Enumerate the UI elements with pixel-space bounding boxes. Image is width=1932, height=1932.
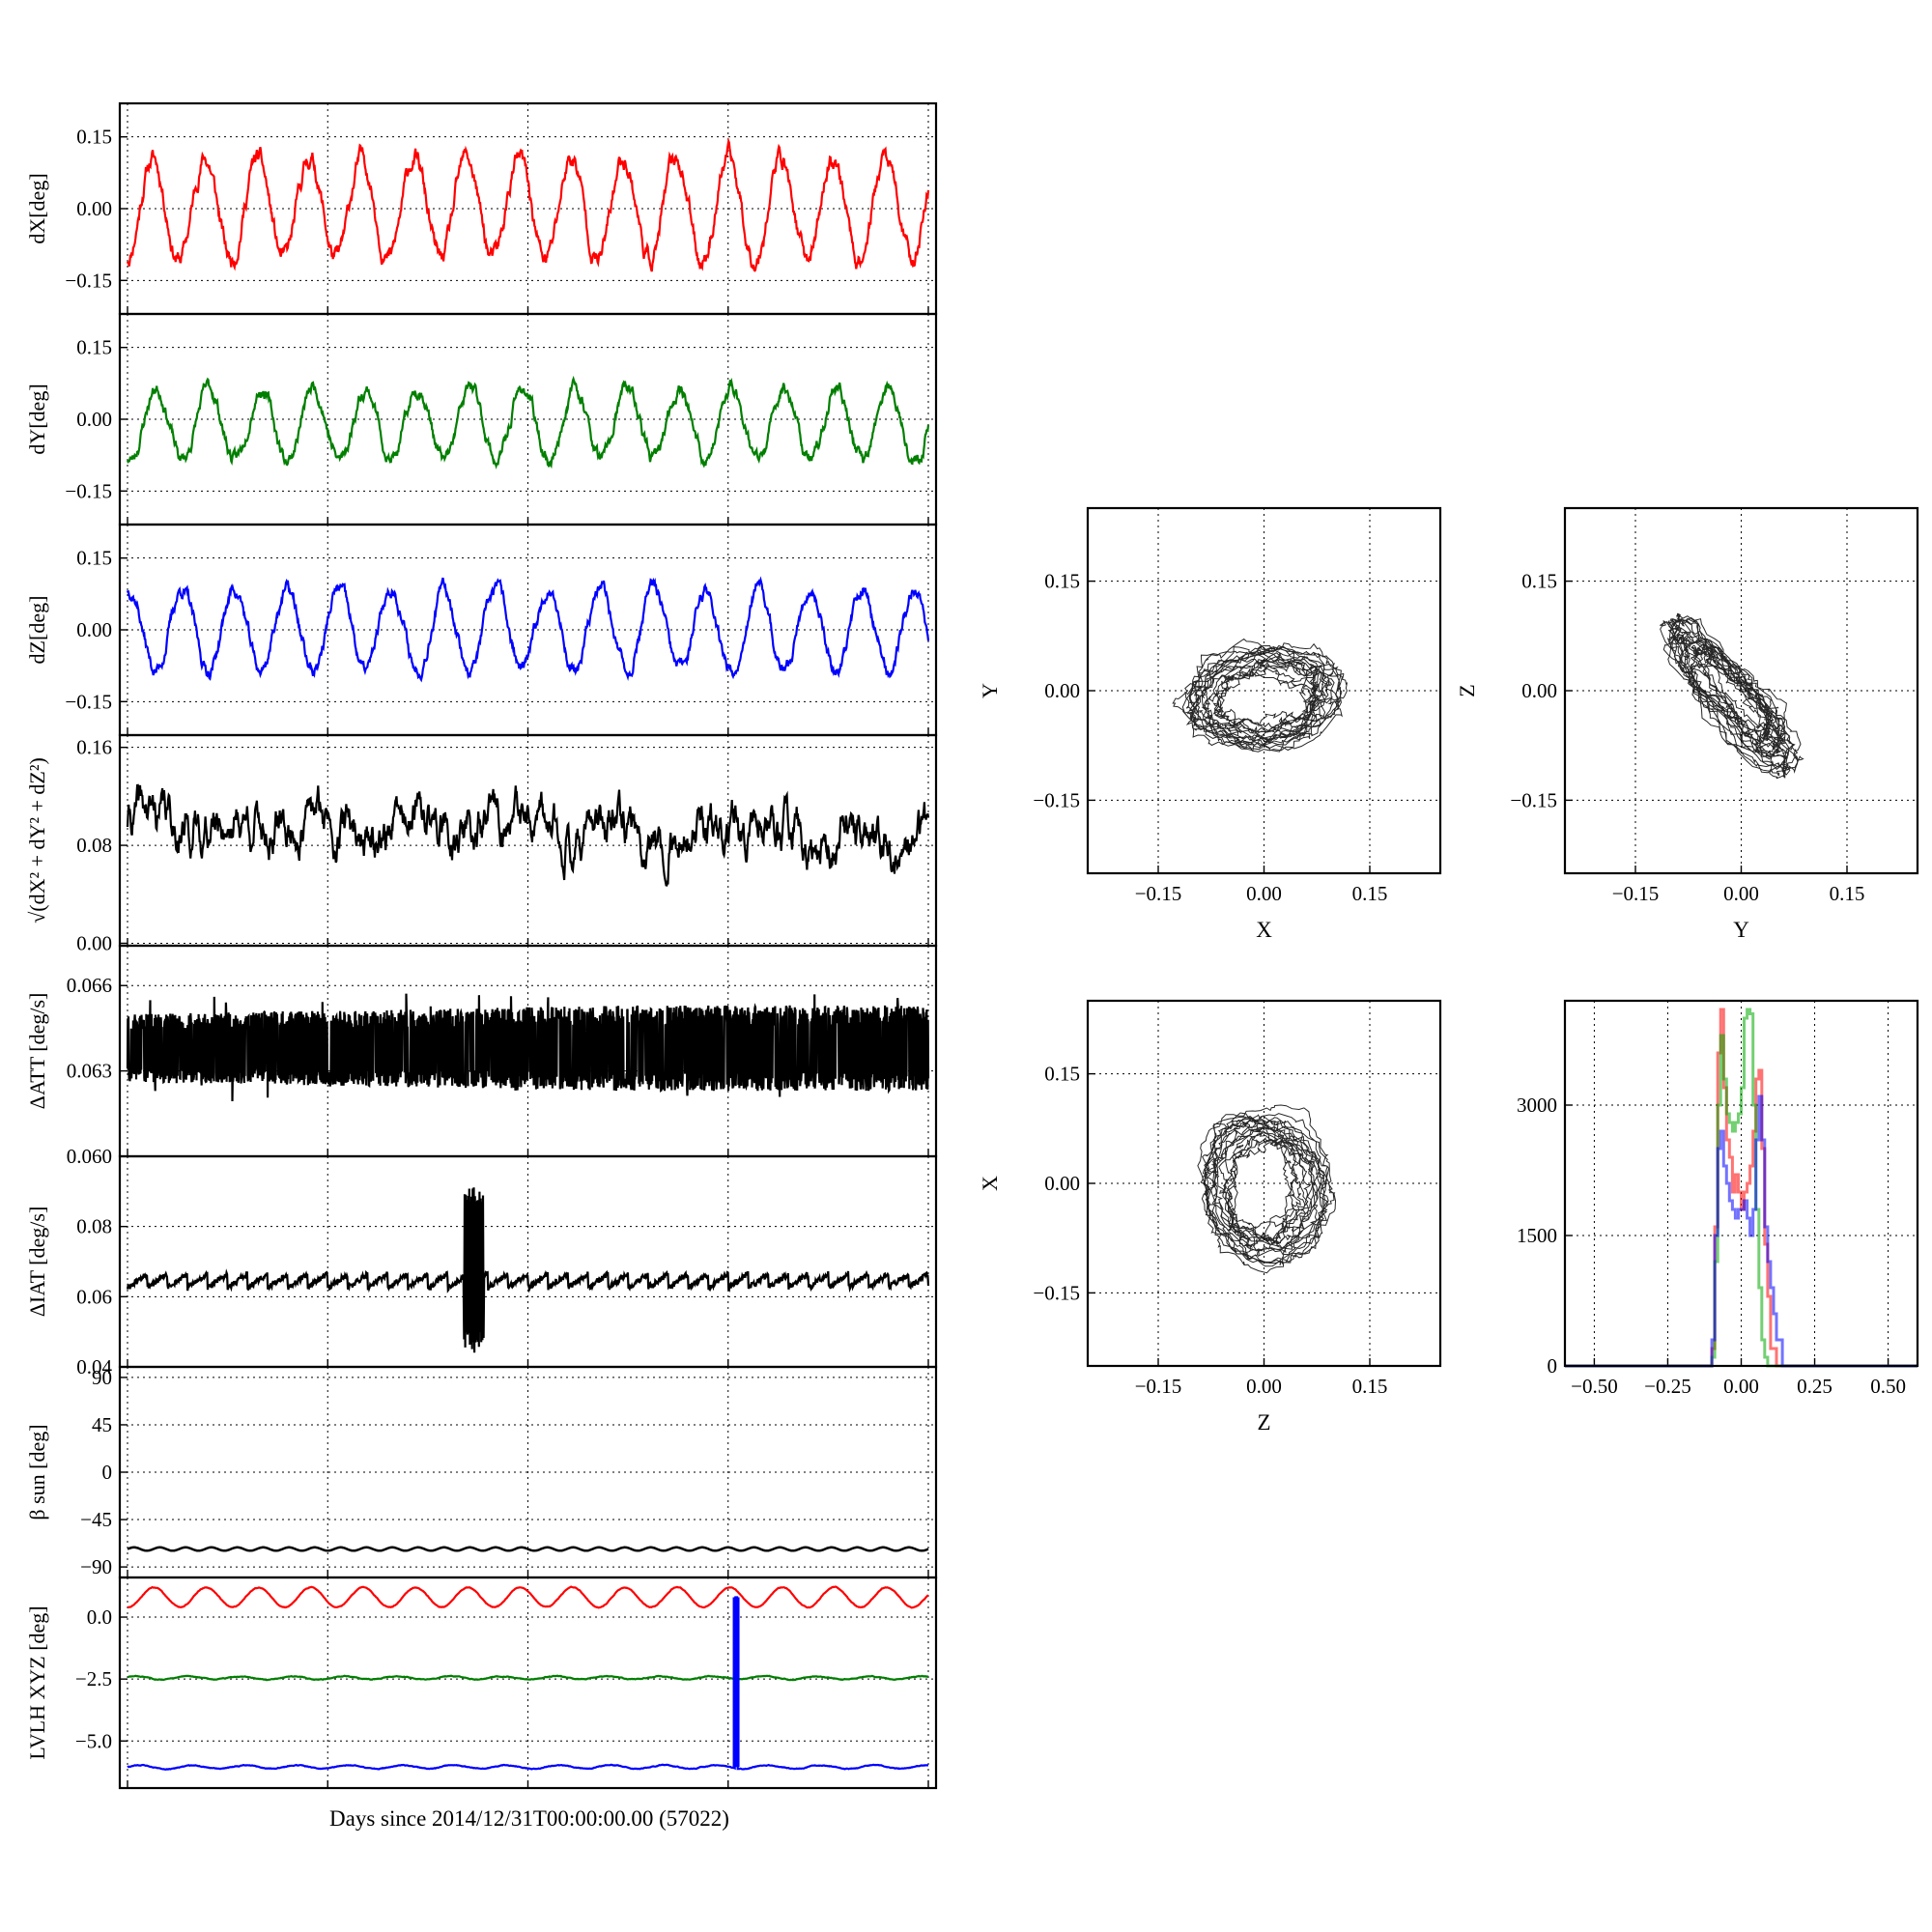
lvlh-series-1 <box>127 1674 929 1682</box>
hist-ytick-label: 0 <box>1548 1354 1558 1378</box>
hist-xtick-label: 0.50 <box>1870 1375 1906 1398</box>
dX-ytick-label: 0.00 <box>76 197 112 220</box>
zx-xlabel: Z <box>1257 1410 1270 1435</box>
dX-ytick-label: −0.15 <box>65 269 112 292</box>
diat-ytick-label: 0.06 <box>76 1285 112 1308</box>
dY-ylabel: dY[deg] <box>25 384 49 454</box>
xy-ytick-label: 0.00 <box>1044 679 1080 702</box>
diat-ytick-label: 0.04 <box>76 1355 112 1378</box>
beta-ytick-label: 45 <box>92 1413 112 1436</box>
norm-ytick-label: 0.00 <box>76 931 112 954</box>
yz-ylabel: Z <box>1455 684 1479 696</box>
zx-ylabel: X <box>978 1176 1002 1191</box>
dX-series-0 <box>126 137 930 272</box>
yz-trajectory <box>1659 612 1804 780</box>
hist-xtick-label: 0.00 <box>1723 1375 1759 1398</box>
xy-frame <box>1086 506 1442 875</box>
panels: −0.150.000.15dX[deg]−0.150.000.15dY[deg]… <box>25 101 1919 1790</box>
beta-ylabel: β sun [deg] <box>25 1424 49 1520</box>
norm-ytick-label: 0.08 <box>76 834 112 857</box>
dY-ytick-label: −0.15 <box>65 479 112 502</box>
diat-series-0 <box>126 1187 930 1353</box>
datt-ylabel: ΔATT [deg/s] <box>25 993 49 1110</box>
hist-xtick-label: 0.25 <box>1797 1375 1833 1398</box>
lvlh-ytick-label: −5.0 <box>75 1729 112 1752</box>
datt-ytick-label: 0.063 <box>67 1060 112 1083</box>
yz-ytick-label: 0.15 <box>1521 570 1557 593</box>
lvlh-series-2 <box>127 1596 928 1771</box>
lvlh-ytick-label: −2.5 <box>75 1667 112 1690</box>
yz-xtick-label: 0.00 <box>1723 882 1759 905</box>
zx-trajectory <box>1197 1104 1337 1274</box>
zx-ytick-label: −0.15 <box>1033 1281 1080 1304</box>
xy-xtick-label: 0.00 <box>1246 882 1282 905</box>
beta-ytick-label: 90 <box>92 1366 112 1389</box>
beta-ytick-label: −90 <box>80 1555 112 1578</box>
xy-trajectory <box>1172 638 1348 753</box>
yz-xtick-label: 0.15 <box>1830 882 1865 905</box>
hist-ytick-label: 1500 <box>1517 1224 1557 1247</box>
yz-ytick-label: −0.15 <box>1510 788 1557 811</box>
beta-ytick-label: 0 <box>102 1461 113 1484</box>
yz-ytick-label: 0.00 <box>1521 679 1557 702</box>
dZ-ytick-label: −0.15 <box>65 690 112 713</box>
lvlh-series-0 <box>127 1585 929 1609</box>
dY-series-0 <box>126 375 930 469</box>
norm-ytick-label: 0.16 <box>76 736 112 759</box>
lvlh-frame <box>118 1576 938 1790</box>
yz-xlabel: Y <box>1733 918 1749 942</box>
dY-ytick-label: 0.00 <box>76 408 112 431</box>
zx-xtick-label: 0.15 <box>1352 1375 1388 1398</box>
lvlh-ylabel: LVLH XYZ [deg] <box>25 1605 49 1759</box>
yz-frame <box>1563 506 1919 875</box>
dZ-ylabel: dZ[deg] <box>25 596 49 665</box>
zx-ytick-label: 0.15 <box>1044 1063 1080 1086</box>
dZ-series-0 <box>126 576 930 683</box>
xy-xlabel: X <box>1256 918 1272 942</box>
datt-ytick-label: 0.060 <box>67 1145 112 1168</box>
hist-ytick-label: 3000 <box>1517 1094 1557 1117</box>
xy-ylabel: Y <box>978 683 1002 698</box>
dX-ylabel: dX[deg] <box>25 173 49 243</box>
norm-ylabel: √(dX² + dY² + dZ²) <box>25 757 49 923</box>
yz-xtick-label: −0.15 <box>1612 882 1660 905</box>
figure-xlabel: Days since 2014/12/31T00:00:00.00 (57022… <box>329 1806 729 1831</box>
lvlh-ytick-label: 0.0 <box>87 1605 112 1629</box>
hist-series-1 <box>1565 1008 1918 1368</box>
zx-ytick-label: 0.00 <box>1044 1172 1080 1195</box>
datt-series-0 <box>126 993 930 1102</box>
diat-ylabel: ΔIAT [deg/s] <box>25 1207 49 1318</box>
xy-ytick-label: 0.15 <box>1044 570 1080 593</box>
beta-series-0 <box>127 1546 929 1552</box>
beta-ytick-label: −45 <box>80 1508 112 1531</box>
xy-xtick-label: 0.15 <box>1352 882 1388 905</box>
norm-series-0 <box>126 783 930 887</box>
dY-ytick-label: 0.15 <box>76 336 112 359</box>
datt-ytick-label: 0.066 <box>67 974 112 997</box>
hist-series-2 <box>1565 1094 1918 1368</box>
zx-xtick-label: 0.00 <box>1246 1375 1282 1398</box>
hist-frame <box>1563 999 1919 1368</box>
xy-xtick-label: −0.15 <box>1135 882 1182 905</box>
xy-ytick-label: −0.15 <box>1033 788 1080 811</box>
hist-xtick-label: −0.50 <box>1571 1375 1618 1398</box>
hist-xtick-label: −0.25 <box>1644 1375 1691 1398</box>
dX-ytick-label: 0.15 <box>76 126 112 149</box>
dZ-ytick-label: 0.15 <box>76 547 112 570</box>
zx-frame <box>1086 999 1442 1368</box>
diat-ytick-label: 0.08 <box>76 1215 112 1238</box>
dZ-ytick-label: 0.00 <box>76 618 112 641</box>
zx-xtick-label: −0.15 <box>1135 1375 1182 1398</box>
